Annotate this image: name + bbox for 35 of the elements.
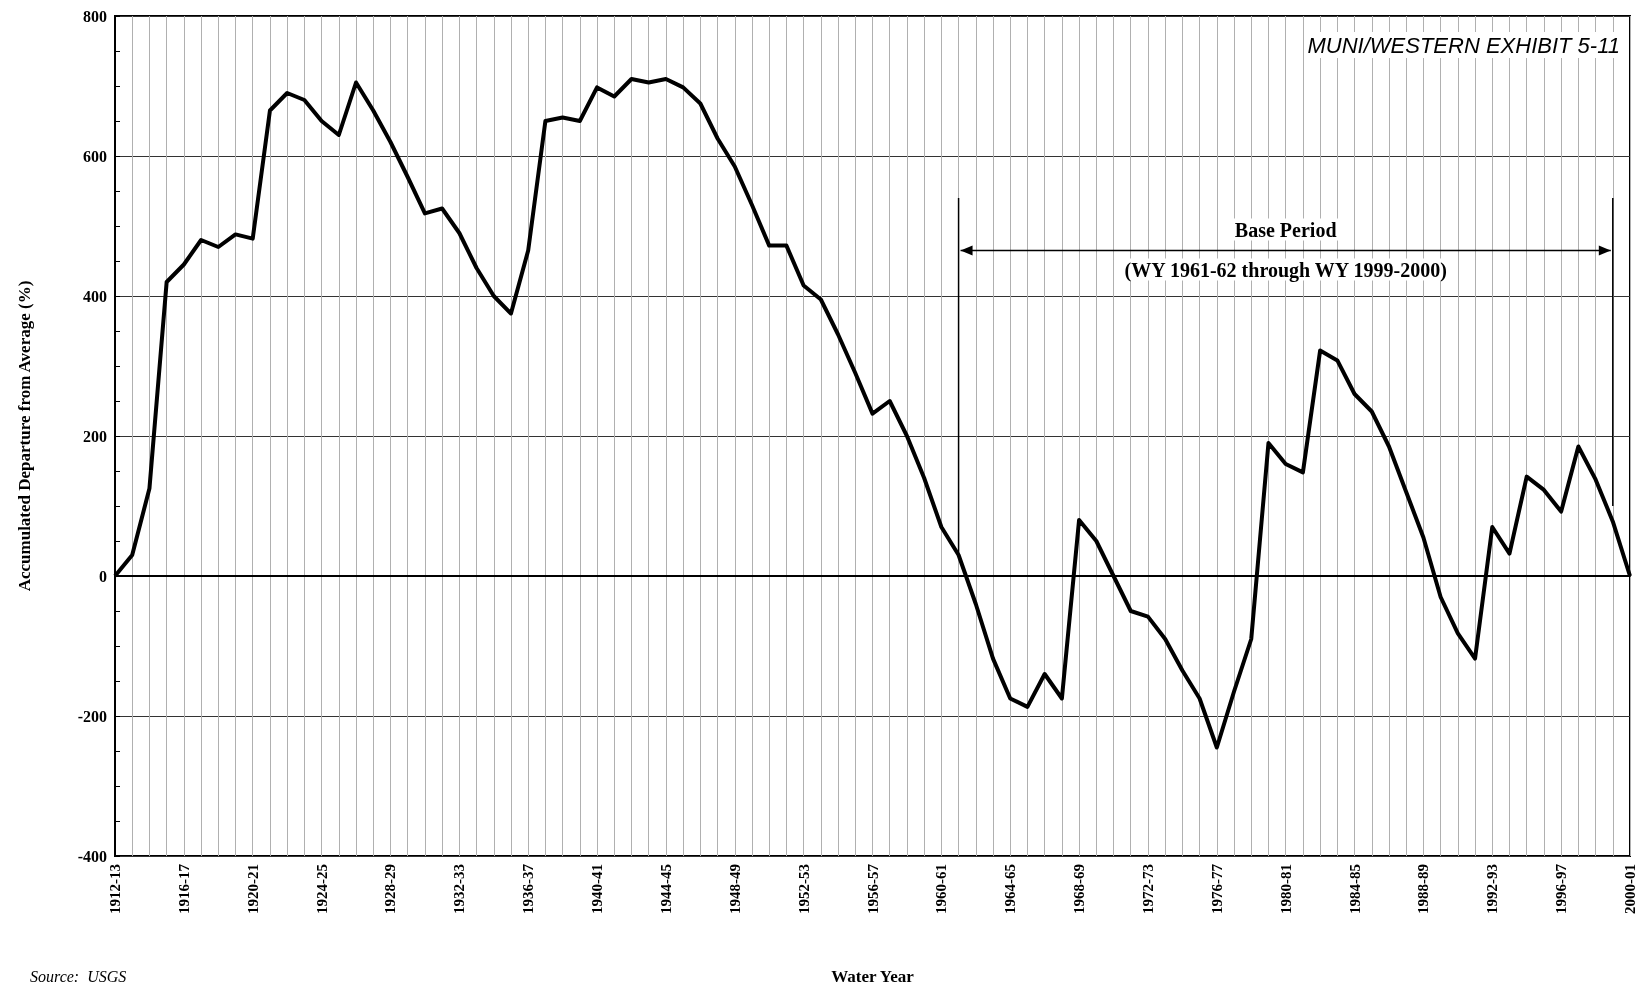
x-tick-label: 1988-89 — [1415, 864, 1432, 914]
x-tick-label: 1952-53 — [795, 864, 812, 914]
x-tick-label: 1940-41 — [589, 864, 606, 914]
x-tick-label: 1924-25 — [313, 864, 330, 914]
y-tick-label: -200 — [77, 707, 107, 725]
x-tick-label: 1916-17 — [175, 863, 192, 914]
x-tick-label: 1976-77 — [1208, 863, 1225, 914]
x-tick-label: 1996-97 — [1553, 863, 1570, 914]
x-tick-label: 1992-93 — [1484, 864, 1501, 914]
x-tick-label: 1964-65 — [1002, 864, 1019, 914]
y-axis-title: Accumulated Departure from Average (%) — [15, 280, 34, 592]
annotation: Base Period (WY 1961-62 through WY 1999-2000) — [1124, 218, 1447, 282]
y-tick-label: 0 — [99, 567, 107, 585]
x-tick-label: 1960-61 — [933, 864, 950, 914]
x-axis-title: Water Year — [831, 967, 915, 986]
x-tick-label: 1944-45 — [657, 864, 674, 914]
x-tick-label: 1932-33 — [451, 864, 468, 914]
y-tick-label: 200 — [83, 427, 107, 445]
source-note: Source: USGS — [30, 967, 127, 985]
y-tick-label: -400 — [77, 847, 107, 865]
y-tick-label: 800 — [83, 7, 107, 25]
y-tick-label: 600 — [83, 147, 107, 165]
x-tick-label: 2000-01 — [1622, 864, 1638, 914]
x-tick-label: 1912-13 — [107, 864, 123, 914]
x-tick-label: 1920-21 — [244, 864, 261, 914]
x-tick-label: 1936-37 — [520, 863, 537, 914]
x-tick-label: 1980-81 — [1277, 864, 1294, 914]
x-tick-label: 1928-29 — [382, 864, 399, 914]
annotation: MUNI/WESTERN EXHIBIT 5-11 — [1307, 32, 1621, 58]
x-tick-label: 1948-49 — [726, 864, 743, 914]
y-tick-label: 400 — [83, 287, 107, 305]
x-tick-label: 1956-57 — [864, 863, 881, 914]
x-tick-label: 1984-85 — [1346, 864, 1363, 914]
x-tick-label: 1968-69 — [1071, 864, 1088, 914]
x-tick-label: 1972-73 — [1139, 864, 1156, 914]
